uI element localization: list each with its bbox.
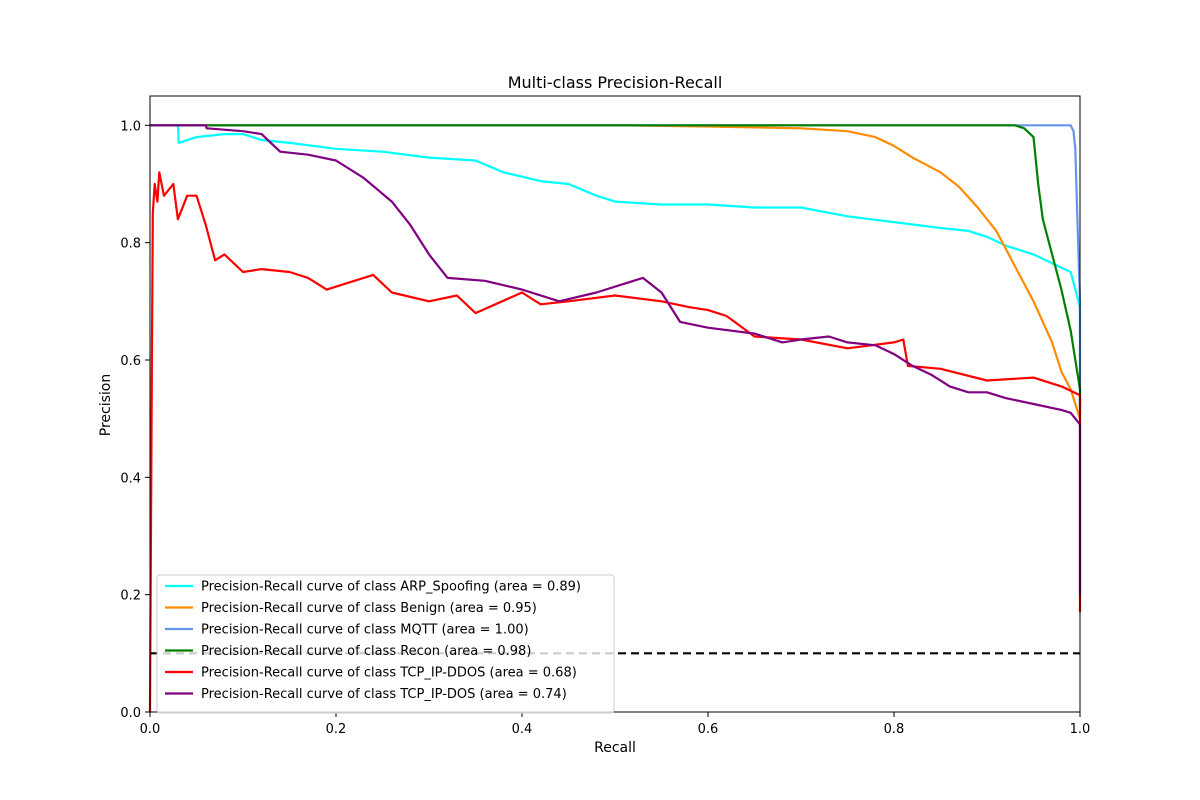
y-tick-label: 1.0 (120, 119, 141, 134)
y-tick-label: 0.8 (120, 237, 141, 252)
legend-label: Precision-Recall curve of class ARP_Spoo… (201, 580, 581, 595)
legend-label: Precision-Recall curve of class TCP_IP-D… (201, 666, 577, 681)
series-line-1 (150, 124, 1082, 420)
x-tick-label: 1.0 (1070, 722, 1091, 737)
y-axis-label: Precision (98, 374, 114, 436)
chart-title: Multi-class Precision-Recall (508, 73, 723, 92)
x-tick-label: 0.6 (698, 722, 719, 737)
x-tick-label: 0.2 (326, 722, 347, 737)
plot-area (148, 95, 1082, 713)
x-tick-label: 0.0 (140, 722, 161, 737)
x-tick-label: 0.8 (884, 722, 905, 737)
y-tick-label: 0.2 (120, 589, 141, 604)
series-line-3 (150, 124, 1082, 419)
x-tick-label: 0.4 (512, 722, 533, 737)
y-tick-label: 0.4 (120, 471, 141, 486)
legend-label: Precision-Recall curve of class Recon (a… (201, 644, 531, 659)
x-axis-ticks: 0.0 0.2 0.4 0.6 0.8 1.0 (140, 712, 1091, 737)
legend-label: Precision-Recall curve of class MQTT (ar… (201, 623, 529, 638)
axes-frame (149, 95, 1081, 713)
y-axis-ticks: 0.0 0.2 0.4 0.6 0.8 1.0 (120, 119, 150, 721)
y-tick-label: 0.6 (120, 354, 141, 369)
legend-label: Precision-Recall curve of class TCP_IP-D… (201, 687, 567, 702)
series-line-4 (148, 171, 1082, 713)
series-line-5 (150, 124, 1082, 595)
y-tick-label: 0.0 (120, 706, 141, 721)
legend-box (156, 574, 615, 714)
x-axis-label: Recall (594, 740, 636, 756)
legend: Precision-Recall curve of class ARP_Spoo… (156, 574, 615, 714)
legend-label: Precision-Recall curve of class Benign (… (201, 601, 537, 616)
